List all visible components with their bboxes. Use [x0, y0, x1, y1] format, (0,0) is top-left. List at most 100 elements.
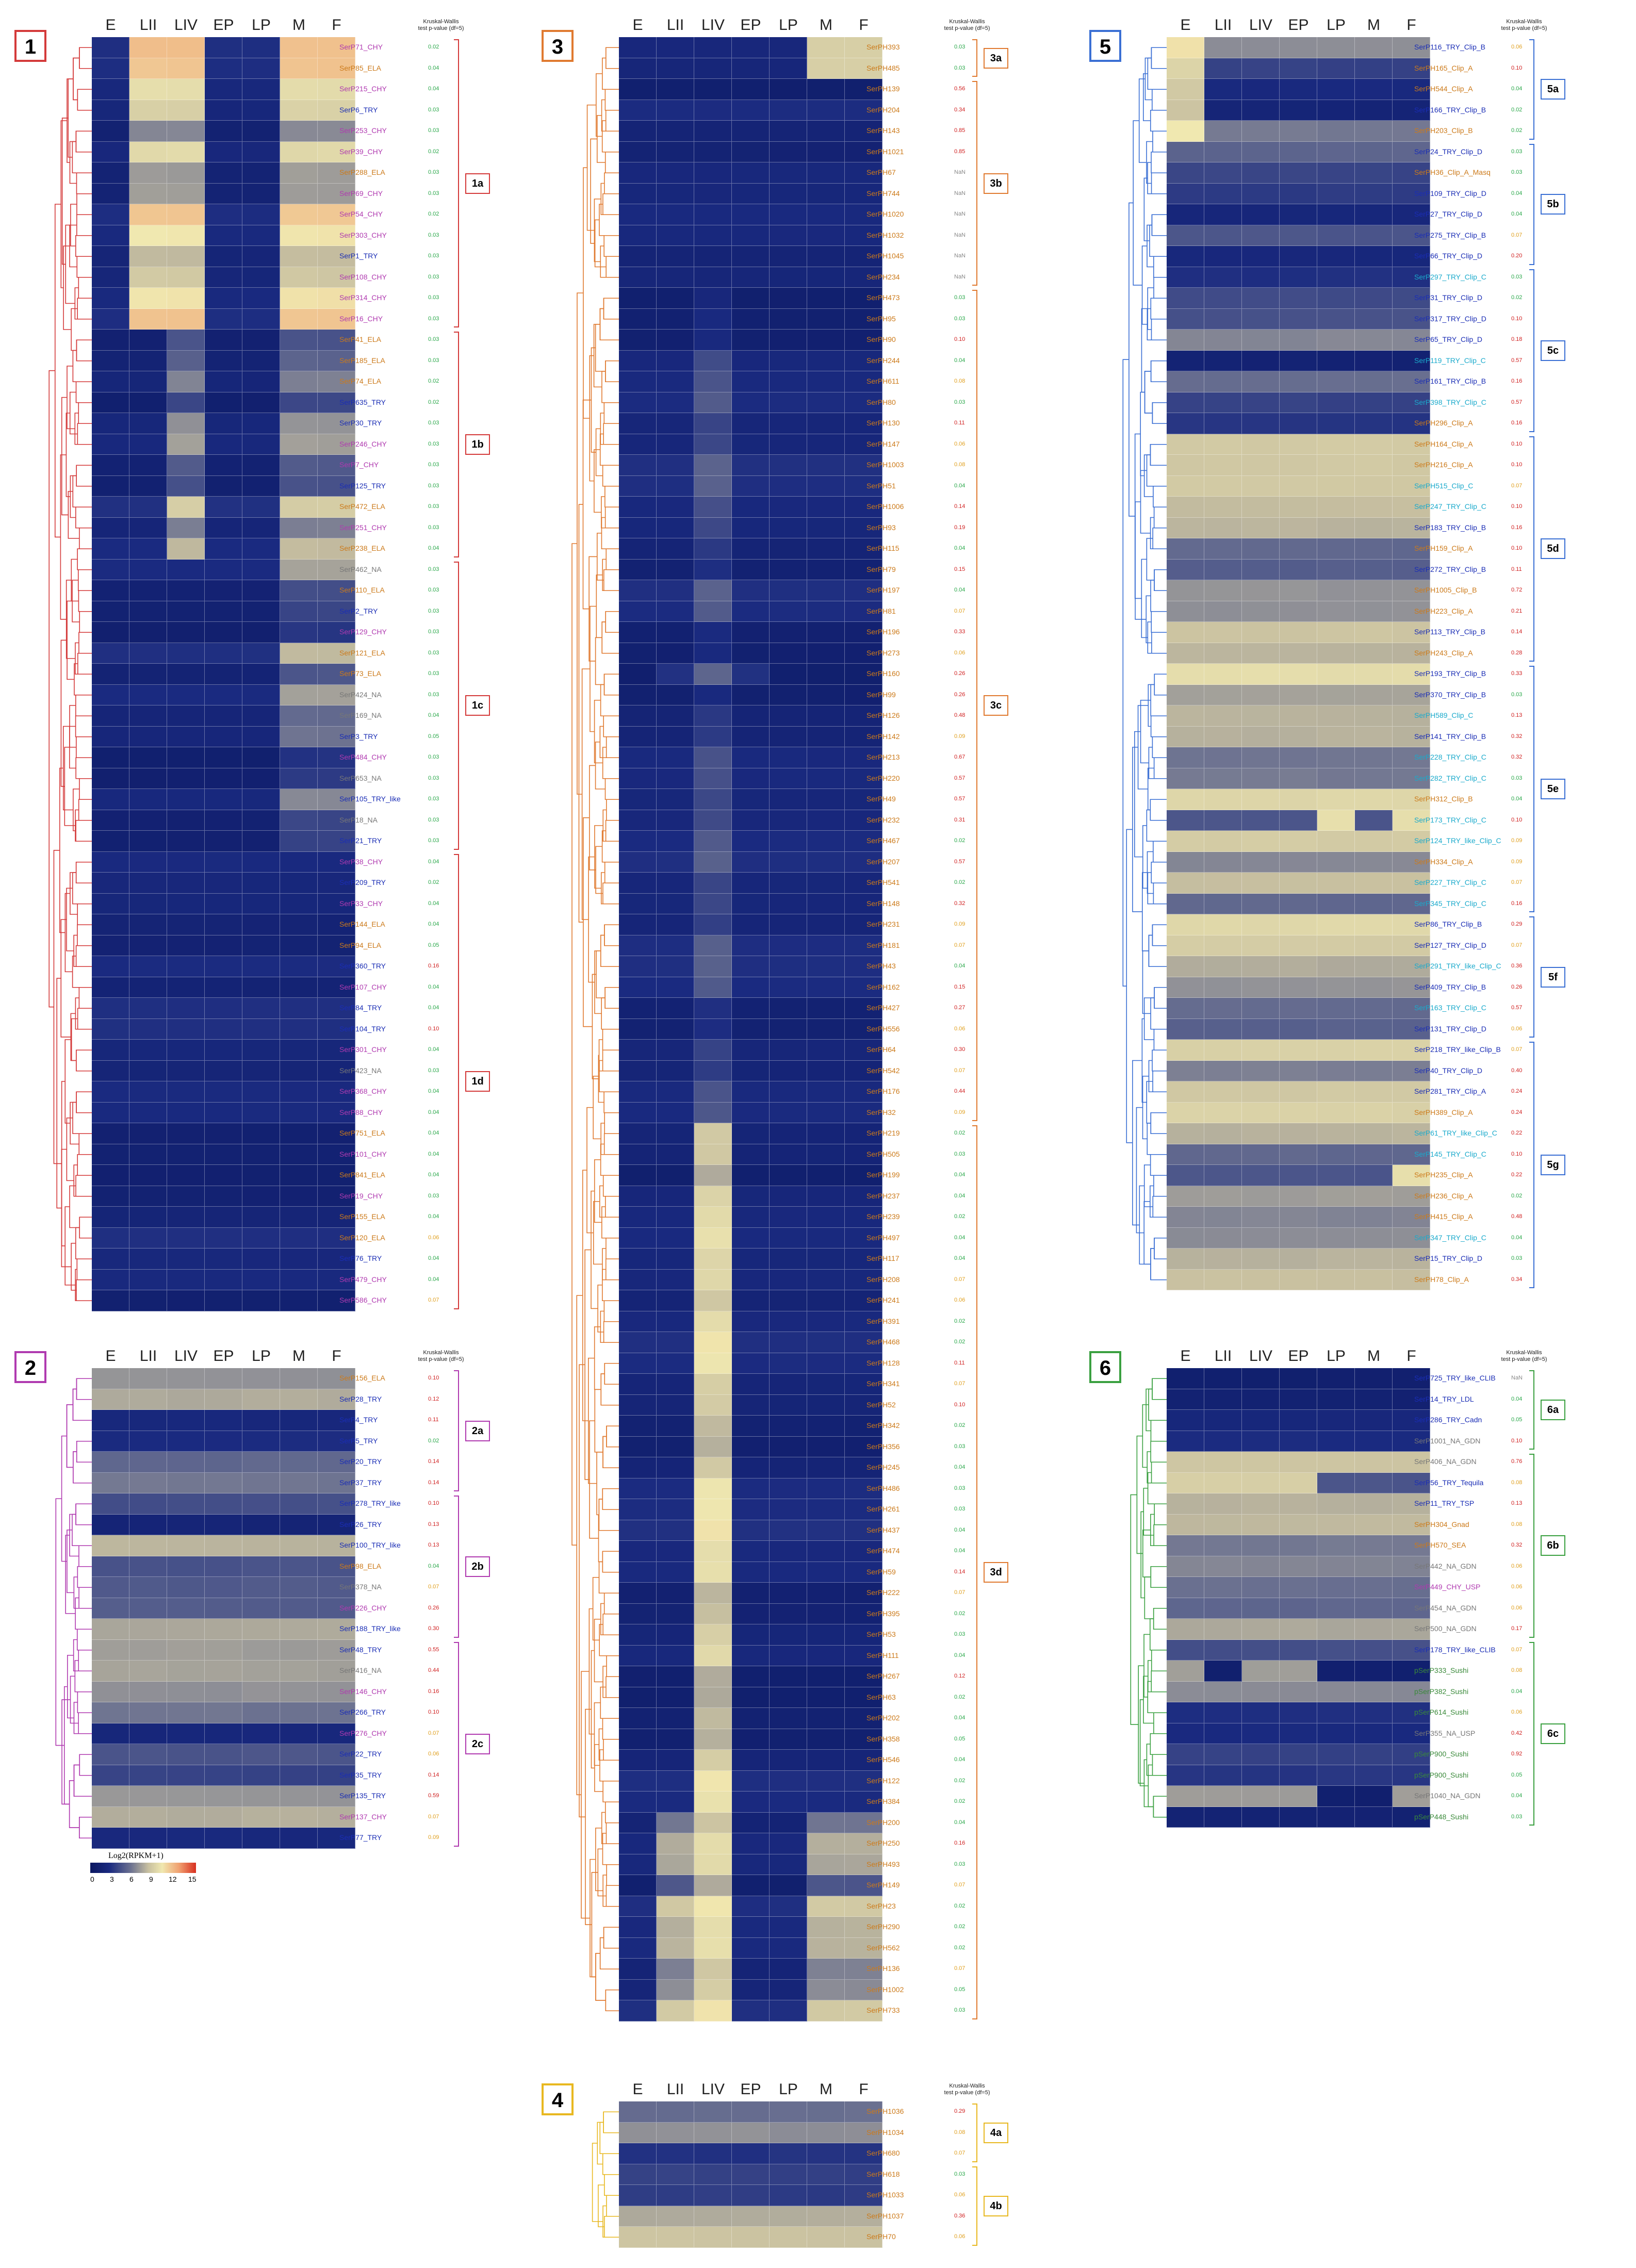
heatmap-cell: [657, 1583, 694, 1604]
gene-label: SerPH589_Clip_C: [1414, 711, 1474, 720]
heatmap-cell: [807, 246, 845, 267]
heatmap-cell: [280, 580, 318, 601]
heatmap-cell: [1204, 768, 1242, 789]
heatmap-cell: [845, 1541, 882, 1562]
heatmap-cell: [694, 1603, 732, 1624]
heatmap-cell: [242, 664, 280, 685]
column-header-f: F: [1406, 17, 1416, 34]
dendrogram-branch: [600, 684, 619, 717]
heatmap-cell: [694, 79, 732, 100]
p-value: 0.07: [428, 1730, 439, 1736]
gene-label: SerP156_ELA: [339, 1374, 385, 1383]
heatmap-cell: [318, 37, 355, 58]
heatmap-cell: [92, 768, 129, 789]
heatmap-cell: [167, 1598, 205, 1619]
heatmap-cell: [807, 2206, 845, 2227]
heatmap-cell: [1355, 246, 1393, 267]
p-value: 0.04: [954, 1548, 966, 1554]
heatmap-cell: [205, 1123, 242, 1144]
gene-label: SerPH1002: [866, 1985, 904, 1994]
dendrogram-branch: [77, 924, 92, 946]
heatmap-cell: [318, 1598, 355, 1619]
dendrogram-branch: [602, 1666, 619, 1698]
heatmap-cell: [1280, 1681, 1317, 1702]
p-value: 0.06: [1511, 1709, 1523, 1716]
heatmap-cell: [167, 810, 205, 831]
heatmap-cell: [167, 1765, 205, 1786]
heatmap-cell: [845, 789, 882, 810]
dendrogram-branch: [1143, 1488, 1154, 1536]
heatmap-cell: [92, 747, 129, 768]
heatmap-cell: [770, 1624, 807, 1646]
heatmap-cell: [129, 747, 167, 768]
heatmap-cell: [1317, 225, 1355, 246]
heatmap-cell: [280, 1577, 318, 1598]
gene-label: SerP48_TRY: [339, 1645, 382, 1654]
heatmap-cell: [1393, 1786, 1430, 1807]
gene-label: SerPH304_Gnad: [1414, 1520, 1469, 1529]
heatmap-cell: [1393, 601, 1430, 622]
cluster-label-2a: 2a: [465, 1420, 490, 1441]
p-value: 0.10: [1511, 545, 1523, 552]
heatmap-cell: [242, 768, 280, 789]
heatmap-cell: [845, 1416, 882, 1437]
p-value: 0.03: [428, 503, 439, 510]
heatmap-cell: [129, 162, 167, 184]
p-value: 0.04: [428, 1046, 439, 1053]
p-value: 0.57: [954, 858, 966, 865]
dendrogram-branch: [1150, 1440, 1167, 1463]
heatmap-cell: [657, 1186, 694, 1207]
heatmap-cell: [92, 1081, 129, 1103]
heatmap-cell: [732, 643, 770, 664]
cluster-bracket: [1529, 1641, 1534, 1826]
heatmap-cell: [1393, 1556, 1430, 1577]
heatmap-cell: [92, 1248, 129, 1270]
heatmap-cell: [694, 1081, 732, 1103]
heatmap-cell: [1242, 267, 1280, 288]
heatmap-cell: [129, 288, 167, 309]
heatmap-cell: [1393, 79, 1430, 100]
dendrogram-branch: [1154, 1503, 1167, 1525]
dendrogram-branch: [69, 224, 77, 268]
heatmap-cell: [1355, 1472, 1393, 1493]
dendrogram-branch: [76, 465, 92, 487]
heatmap-cell: [732, 1812, 770, 1833]
p-value: 0.56: [954, 86, 966, 92]
p-value: NaN: [954, 273, 966, 280]
dendrogram-branch: [1147, 57, 1167, 90]
heatmap-cell: [732, 1478, 770, 1499]
dendrogram-branch: [591, 347, 596, 453]
dendrogram-branch: [604, 1112, 619, 1135]
gene-label: SerP228_TRY_Clip_C: [1414, 753, 1486, 762]
dendrogram-branch: [76, 1440, 92, 1463]
heatmap-cell: [1242, 100, 1280, 121]
gene-label: SerP472_ELA: [339, 502, 385, 511]
heatmap-cell: [619, 58, 657, 79]
heatmap-cell: [770, 1687, 807, 1708]
heatmap-cell: [1242, 288, 1280, 309]
heatmap-cell: [205, 935, 242, 956]
heatmap-cell: [242, 873, 280, 894]
heatmap-cell: [167, 1661, 205, 1682]
dendrogram-branch: [1146, 1081, 1153, 1124]
heatmap-cell: [1167, 1619, 1204, 1640]
heatmap-cell: [807, 1478, 845, 1499]
dendrogram-branch: [602, 2205, 619, 2238]
gene-label: SerPH203_Clip_B: [1414, 126, 1473, 135]
heatmap-cell: [694, 1499, 732, 1520]
heatmap-cell: [694, 1812, 732, 1833]
gene-label: SerPH473: [866, 293, 900, 302]
cluster-bracket: [1529, 1370, 1534, 1450]
gene-label: SerP101_CHY: [339, 1149, 387, 1158]
heatmap-cell: [732, 705, 770, 727]
dendrogram-branch: [1152, 1754, 1167, 1776]
heatmap-cell: [1280, 121, 1317, 142]
heatmap-cell: [732, 1227, 770, 1248]
heatmap-cell: [1204, 37, 1242, 58]
dendrogram-branch: [591, 1190, 598, 1309]
heatmap-cell: [770, 1666, 807, 1687]
heatmap-cell: [657, 747, 694, 768]
heatmap-cell: [205, 538, 242, 560]
heatmap-cell: [318, 873, 355, 894]
heatmap-cell: [129, 434, 167, 455]
